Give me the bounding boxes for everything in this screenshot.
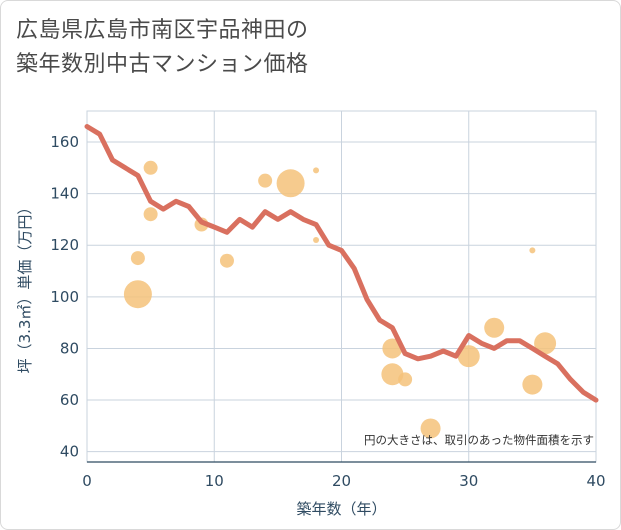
bubble-point [398,372,413,387]
bubble-point [313,237,320,244]
x-tick-label: 10 [205,472,224,490]
y-tick-label: 120 [50,236,79,254]
title-line-2: 築年数別中古マンション価格 [16,52,309,77]
y-tick-labels: 40 60 80 100 120 140 160 [50,133,79,461]
bubble-point [276,169,305,198]
bubble-point [529,247,536,254]
x-tick-label: 0 [82,472,92,490]
bubble-point [258,173,273,188]
bubble-point [313,167,320,174]
bubble-point [534,332,557,355]
grid [86,110,597,463]
bubble-point [143,160,158,175]
bubble-point [484,317,505,338]
y-axis-label: 坪（3.3㎡）単価（万円） [16,200,34,374]
y-tick-label: 80 [60,339,79,357]
y-tick-label: 140 [50,185,79,203]
x-tick-label: 30 [459,472,478,490]
x-tick-labels: 0 10 20 30 40 [82,472,605,490]
y-tick-label: 40 [60,443,79,461]
bubble-point [143,207,158,222]
bubble-point [420,418,441,439]
bubbles [123,160,557,439]
bubble-point [130,251,145,266]
y-tick-label: 60 [60,391,79,409]
y-tick-label: 100 [50,288,79,306]
price-trend-line [84,124,599,403]
y-tick-label: 160 [50,133,79,151]
title-line-1: 広島県広島市南区宇品神田の [16,18,309,43]
bubble-point [522,374,543,395]
chart-title: 広島県広島市南区宇品神田の 築年数別中古マンション価格 [16,14,576,82]
size-annotation: 円の大きさは、取引のあった物件面積を示す [364,433,594,447]
bubble-point [381,363,404,386]
x-axis-label: 築年数（年） [296,500,386,518]
bubble-point [457,345,480,368]
x-tick-label: 40 [586,472,605,490]
bubble-point [219,253,234,268]
bubble-point [123,280,152,309]
x-tick-label: 20 [332,472,351,490]
